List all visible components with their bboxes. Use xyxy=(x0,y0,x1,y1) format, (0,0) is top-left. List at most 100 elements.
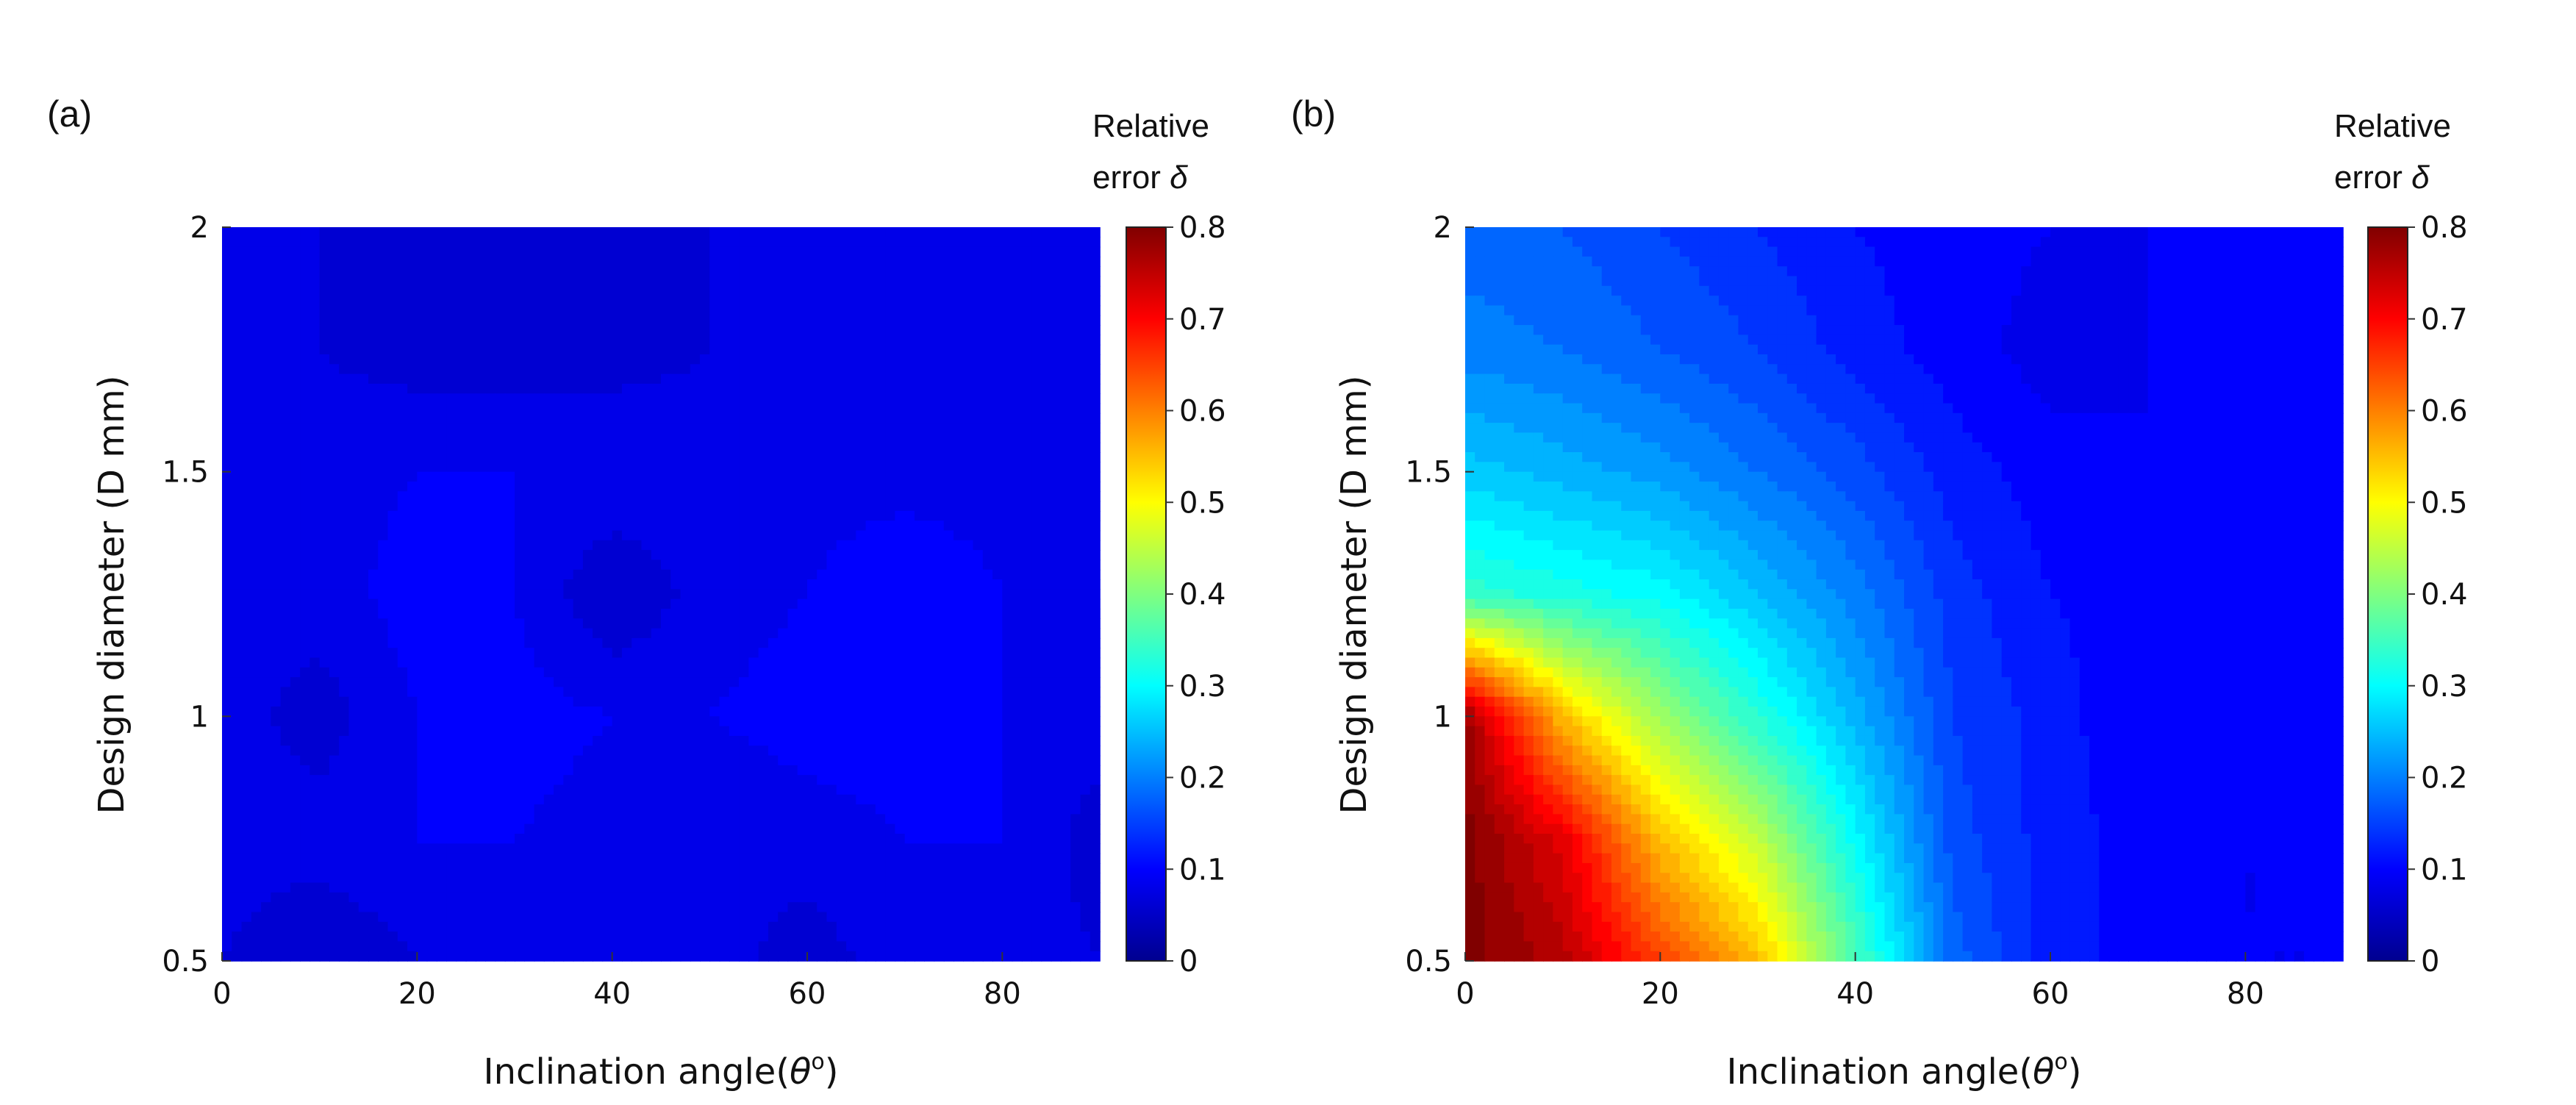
heatmap-cell xyxy=(670,335,681,346)
heatmap-cell xyxy=(232,667,243,678)
heatmap-cell xyxy=(621,296,632,307)
heatmap-cell xyxy=(632,521,643,532)
heatmap-cell xyxy=(661,579,672,590)
heatmap-cell xyxy=(485,716,496,727)
heatmap-cell xyxy=(963,755,974,766)
heatmap-cell xyxy=(641,687,652,698)
heatmap-cell xyxy=(729,648,740,659)
heatmap-cell xyxy=(797,637,808,648)
heatmap-cell xyxy=(251,285,262,296)
heatmap-cell xyxy=(573,315,584,326)
heatmap-cell xyxy=(895,285,906,296)
heatmap-cell xyxy=(1012,589,1023,600)
heatmap-cell xyxy=(1012,481,1023,493)
heatmap-cell xyxy=(417,589,428,600)
heatmap-cell xyxy=(387,550,398,561)
heatmap-cell xyxy=(348,285,359,296)
heatmap-cell xyxy=(670,677,681,688)
heatmap-cell xyxy=(875,755,886,766)
heatmap-cell xyxy=(261,423,272,434)
heatmap-cell xyxy=(1031,423,1042,434)
heatmap-cell xyxy=(700,471,711,482)
heatmap-cell xyxy=(621,501,632,512)
heatmap-cell xyxy=(593,442,604,453)
heatmap-cell xyxy=(826,569,837,580)
heatmap-cell xyxy=(963,559,974,571)
heatmap-cell xyxy=(319,628,330,639)
heatmap-cell xyxy=(632,442,643,453)
heatmap-cell xyxy=(280,412,291,423)
heatmap-cell xyxy=(426,383,437,395)
heatmap-cell xyxy=(1090,452,1101,463)
heatmap-cell xyxy=(748,677,759,688)
heatmap-cell xyxy=(817,305,828,316)
heatmap-cell xyxy=(856,354,867,365)
heatmap-cell xyxy=(456,344,467,355)
heatmap-cell xyxy=(241,335,252,346)
heatmap-cell xyxy=(1002,481,1013,493)
heatmap-cell xyxy=(407,491,418,502)
heatmap-cell xyxy=(280,637,291,648)
heatmap-cell xyxy=(992,256,1003,268)
heatmap-cell xyxy=(621,550,632,561)
heatmap-cell xyxy=(680,237,691,248)
heatmap-cell xyxy=(417,745,428,757)
heatmap-cell xyxy=(407,227,418,238)
heatmap-cell xyxy=(485,296,496,307)
heatmap-cell xyxy=(387,471,398,482)
heatmap-cell xyxy=(465,462,476,473)
heatmap-cell xyxy=(963,735,974,747)
heatmap-cell xyxy=(924,696,935,707)
heatmap-cell xyxy=(1070,462,1081,473)
heatmap-cell xyxy=(817,393,828,404)
heatmap-cell xyxy=(846,559,857,571)
heatmap-cell xyxy=(348,364,359,375)
heatmap-cell xyxy=(924,491,935,502)
heatmap-cell xyxy=(232,227,243,238)
heatmap-cell xyxy=(621,237,632,248)
heatmap-cell xyxy=(534,735,545,747)
heatmap-cell xyxy=(1060,423,1071,434)
heatmap-cell xyxy=(358,677,369,688)
heatmap-cell xyxy=(924,373,935,385)
heatmap-cell xyxy=(582,432,593,443)
heatmap-cell xyxy=(251,325,262,336)
heatmap-cell xyxy=(290,579,301,590)
heatmap-cell xyxy=(719,471,730,482)
heatmap-cell xyxy=(407,510,418,521)
heatmap-cell xyxy=(748,383,759,395)
heatmap-cell xyxy=(475,579,486,590)
heatmap-cell xyxy=(426,559,437,571)
heatmap-cell xyxy=(954,383,965,395)
heatmap-cell xyxy=(495,667,506,678)
heatmap-cell xyxy=(612,550,623,561)
heatmap-cell xyxy=(885,608,896,620)
heatmap-cell xyxy=(456,325,467,336)
heatmap-cell xyxy=(602,618,613,629)
heatmap-cell xyxy=(504,716,515,727)
heatmap-cell xyxy=(641,667,652,678)
heatmap-cell xyxy=(348,657,359,668)
heatmap-cell xyxy=(1060,648,1071,659)
heatmap-cell xyxy=(495,657,506,668)
heatmap-cell xyxy=(1060,325,1071,336)
heatmap-cell xyxy=(1041,521,1052,532)
heatmap-cell xyxy=(895,393,906,404)
heatmap-cell xyxy=(651,364,662,375)
heatmap-cell xyxy=(875,246,886,257)
heatmap-cell xyxy=(1090,540,1101,551)
heatmap-cell xyxy=(661,423,672,434)
heatmap-cell xyxy=(543,256,554,268)
heatmap-cell xyxy=(368,305,379,316)
heatmap-cell xyxy=(739,618,750,629)
heatmap-cell xyxy=(700,462,711,473)
heatmap-cell xyxy=(807,648,818,659)
heatmap-cell xyxy=(1002,315,1013,326)
heatmap-cell xyxy=(465,569,476,580)
heatmap-cell xyxy=(700,373,711,385)
heatmap-cell xyxy=(690,579,701,590)
heatmap-cell xyxy=(973,510,984,521)
heatmap-cell xyxy=(621,432,632,443)
heatmap-cell xyxy=(797,325,808,336)
heatmap-cell xyxy=(895,521,906,532)
